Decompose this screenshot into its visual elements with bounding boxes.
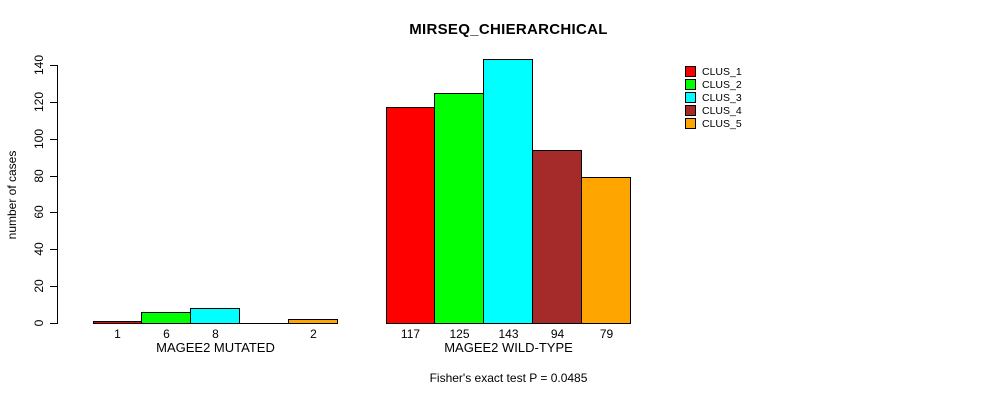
y-tick-mark <box>50 286 57 287</box>
group-baseline <box>386 323 631 324</box>
legend-swatch <box>685 79 696 90</box>
legend-label: CLUS_4 <box>702 104 742 117</box>
bar-value-label: 143 <box>498 327 519 341</box>
group-baseline <box>93 323 338 324</box>
y-tick-mark <box>50 65 57 66</box>
y-axis-title: number of cases <box>5 150 19 240</box>
bar-clus_5 <box>581 177 631 324</box>
legend-row: CLUS_2 <box>685 78 742 91</box>
bar-value-label: 79 <box>599 327 614 341</box>
y-tick-label: 20 <box>32 279 46 293</box>
legend-swatch <box>685 92 696 103</box>
legend-row: CLUS_3 <box>685 91 742 104</box>
y-tick-label: 60 <box>32 205 46 219</box>
legend-row: CLUS_1 <box>685 65 742 78</box>
bar-value-label: 8 <box>212 327 219 341</box>
y-tick-mark <box>50 102 57 103</box>
bar-clus_3 <box>190 308 240 324</box>
bar-clus_2 <box>434 93 484 324</box>
y-tick-label: 120 <box>32 91 46 113</box>
bar-value-label: 94 <box>550 327 565 341</box>
chart-title: MIRSEQ_CHIERARCHICAL <box>409 21 608 38</box>
legend-label: CLUS_2 <box>702 78 742 91</box>
legend-row: CLUS_5 <box>685 117 742 130</box>
y-tick-mark <box>50 323 57 324</box>
bar-value-label: 117 <box>400 327 421 341</box>
legend-swatch <box>685 105 696 116</box>
y-tick-label: 140 <box>32 54 46 76</box>
y-tick-label: 0 <box>32 319 46 327</box>
legend-label: CLUS_3 <box>702 91 742 104</box>
legend-label: CLUS_1 <box>702 65 742 78</box>
legend: CLUS_1 CLUS_2 CLUS_3 CLUS_4 CLUS_5 <box>685 65 742 130</box>
bar-clus_3 <box>483 59 533 324</box>
bar-value-label: 6 <box>163 327 170 341</box>
y-tick-mark <box>50 249 57 250</box>
footer-note: Fisher's exact test P = 0.0485 <box>429 371 588 385</box>
legend-label: CLUS_5 <box>702 117 742 130</box>
bar-clus_1 <box>386 107 435 324</box>
bar-clus_4 <box>532 150 582 324</box>
legend-swatch <box>685 118 696 129</box>
y-tick-mark <box>50 176 57 177</box>
legend-row: CLUS_4 <box>685 104 742 117</box>
y-axis-line <box>57 65 58 324</box>
y-tick-label: 100 <box>32 128 46 150</box>
y-tick-mark <box>50 139 57 140</box>
group-label: MAGEE2 WILD-TYPE <box>444 340 573 355</box>
y-tick-mark <box>50 212 57 213</box>
group-label: MAGEE2 MUTATED <box>156 340 275 355</box>
y-tick-label: 80 <box>32 169 46 183</box>
legend-swatch <box>685 66 696 77</box>
bar-value-label: 2 <box>310 327 317 341</box>
bar-value-label: 1 <box>114 327 121 341</box>
y-tick-label: 40 <box>32 242 46 256</box>
bar-value-label: 125 <box>449 327 470 341</box>
